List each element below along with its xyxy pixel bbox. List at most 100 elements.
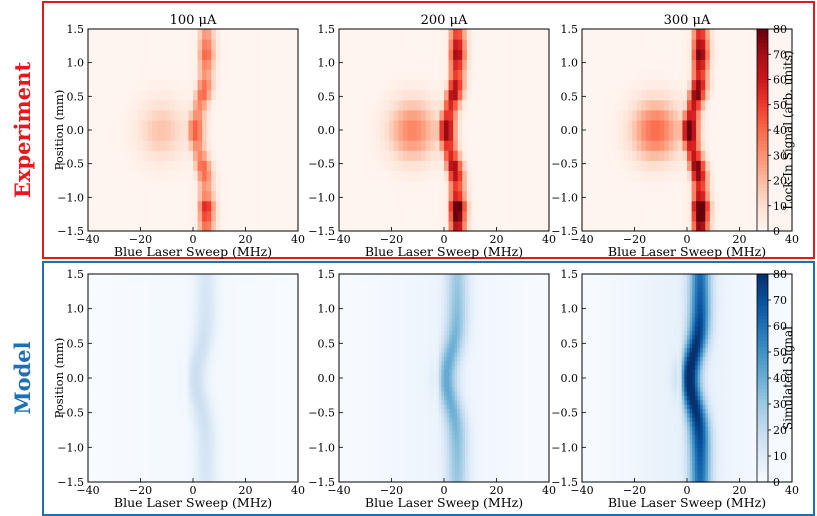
heatmap-cell (220, 130, 226, 141)
heatmap-cell (153, 425, 157, 431)
heatmap-cell (366, 130, 372, 141)
heatmap-cell (700, 79, 706, 91)
heatmap-cell (416, 210, 422, 222)
heatmap-cell (393, 119, 399, 131)
heatmap-cell (215, 69, 221, 81)
heatmap-cell (188, 49, 194, 60)
heatmap-cell (659, 109, 665, 121)
heatmap-cell (88, 295, 92, 301)
heatmap-cell (448, 190, 454, 202)
heatmap-cell (339, 130, 345, 141)
heatmap-cell (586, 160, 592, 171)
heatmap-cell (544, 69, 550, 81)
heatmap-cell (88, 99, 94, 111)
heatmap-cell (266, 170, 272, 182)
heatmap-cell (174, 412, 178, 418)
heatmap-cell (116, 313, 121, 318)
heatmap-cell (503, 210, 509, 222)
heatmap-cell (453, 180, 459, 192)
heatmap-cell (137, 382, 142, 388)
heatmap-cell (220, 99, 226, 111)
heatmap-cell (243, 109, 249, 121)
heatmap-cell (261, 89, 267, 101)
heatmap-cell (787, 200, 793, 212)
heatmap-cell (677, 140, 684, 151)
heatmap-cell (166, 469, 170, 474)
heatmap-cell (156, 365, 160, 370)
heatmap-cell (650, 210, 656, 222)
heatmap-cell (627, 109, 633, 121)
heatmap-cell (430, 200, 436, 212)
heatmap-cell (234, 39, 240, 50)
heatmap-cell (106, 417, 110, 422)
heatmap-cell (95, 300, 100, 305)
heatmap-cell (88, 421, 92, 427)
heatmap-cell (110, 79, 116, 91)
heatmap-cell (147, 69, 153, 81)
heatmap-cell (275, 210, 281, 222)
heatmap-cell (512, 29, 518, 40)
heatmap-cell (655, 99, 661, 111)
heatmap-cell (116, 473, 121, 479)
heatmap-cell (88, 404, 92, 409)
heatmap-cell (439, 79, 445, 91)
heatmap-cell (170, 49, 176, 60)
heatmap-cell (778, 130, 784, 141)
heatmap-cell (174, 190, 180, 202)
heatmap-cell (618, 39, 624, 50)
heatmap-cell (252, 39, 258, 50)
heatmap-cell (148, 477, 152, 483)
heatmap-cell (143, 391, 147, 396)
heatmap-cell (288, 130, 295, 141)
heatmap-cell (275, 200, 281, 212)
heatmap-cell (132, 434, 136, 440)
heatmap-cell (485, 69, 491, 81)
heatmap-cell (636, 49, 642, 60)
heatmap-cell (161, 287, 165, 292)
heatmap-cell (421, 79, 427, 91)
heatmap-cell (137, 443, 142, 448)
heatmap-cell (166, 447, 170, 453)
heatmap-cell (613, 150, 620, 161)
heatmap-cell (109, 456, 113, 461)
heatmap-cell (357, 150, 363, 161)
heatmap-cell (97, 39, 103, 50)
heatmap-cell (88, 79, 94, 91)
heatmap-cell (462, 59, 468, 70)
heatmap-cell (773, 49, 779, 60)
heatmap-cell (457, 190, 463, 202)
heatmap-cell (769, 99, 775, 111)
heatmap-cell (700, 210, 706, 222)
heatmap-cell (512, 59, 518, 70)
heatmap-cell (769, 140, 775, 151)
heatmap-cell (115, 220, 121, 232)
heatmap-cell (718, 210, 725, 222)
heatmap-cell (101, 59, 107, 70)
heatmap-cell (174, 408, 178, 414)
colorbar-segment (757, 217, 768, 222)
heatmap-cell (170, 130, 176, 141)
heatmap-cell (750, 220, 757, 232)
heatmap-cell (211, 170, 217, 182)
heatmap-cell (343, 39, 349, 50)
heatmap-cell (114, 317, 118, 323)
heatmap-cell (169, 313, 173, 318)
heatmap-cell (773, 39, 779, 50)
heatmap-cell (135, 334, 139, 340)
heatmap-cell (164, 404, 168, 409)
heatmap-cell (224, 59, 231, 70)
heatmap-cell (407, 180, 413, 192)
heatmap-cell (116, 417, 121, 422)
heatmap-cell (636, 160, 642, 171)
heatmap-cell (769, 160, 775, 171)
heatmap-cell (169, 321, 173, 327)
heatmap-cell (700, 180, 706, 192)
heatmap-cell (153, 330, 157, 336)
heatmap-cell (174, 477, 178, 483)
heatmap-cell (517, 29, 523, 40)
heatmap-cell (115, 59, 121, 70)
heatmap-cell (106, 430, 110, 435)
heatmap-cell (151, 391, 155, 396)
heatmap-cell (88, 347, 92, 353)
heatmap-cell (151, 469, 155, 474)
